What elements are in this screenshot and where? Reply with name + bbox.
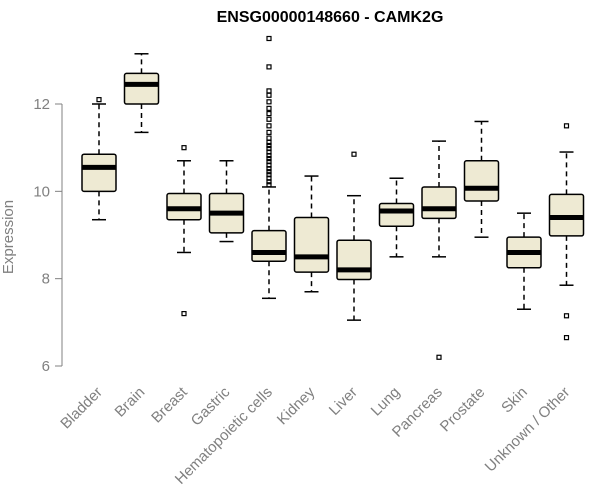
outlier-point [266,172,272,178]
outlier-point [181,145,187,151]
box-liver [336,151,372,321]
y-tick-label: 6 [42,358,50,375]
iqr-box [421,186,457,220]
outlier-point [563,313,570,319]
outlier-point [266,155,272,162]
outlier-point [266,64,272,70]
outlier-point [266,123,272,129]
outlier-point [266,142,272,149]
outlier-point [266,116,272,122]
iqr-box [123,72,160,105]
chart-title: ENSG00000148660 - CAMK2G [217,9,444,26]
x-tick-label: Skin [498,384,531,417]
outlier-point [436,354,442,360]
outlier-point [266,182,272,188]
box-hematopoietic-cells [251,35,287,300]
box-brain [123,53,160,134]
iqr-box [81,153,117,193]
box-kidney [293,175,330,293]
x-tick-label: Liver [326,384,361,419]
box-gastric [208,160,245,243]
y-tick-label: 10 [33,183,50,200]
iqr-box [378,202,415,228]
outlier-point [96,97,102,103]
x-tick-label: Brain [112,384,149,421]
outlier-point [351,151,357,157]
outlier-point [266,35,272,42]
outlier-point [266,111,272,117]
outlier-point [563,123,570,129]
y-tick-label: 8 [42,271,50,288]
box-lung [378,177,415,258]
y-tick-label: 12 [33,96,50,113]
x-tick-label: Prostate [437,384,489,436]
x-tick-label: Bladder [57,384,106,433]
outlier-point [181,311,187,317]
x-tick-label: Kidney [274,383,319,428]
outlier-point [266,169,272,175]
iqr-box [336,239,372,281]
outlier-point [266,129,272,135]
outlier-point [266,88,272,94]
x-tick-label: Lung [368,384,404,420]
box-breast [166,145,202,317]
outlier-point [563,335,570,341]
outlier-point [266,135,272,141]
iqr-box [293,216,330,273]
box-skin [506,212,542,310]
outlier-point [266,145,272,152]
iqr-box [251,229,287,262]
box-bladder [81,97,117,221]
outlier-point [266,92,272,98]
outlier-point [266,99,272,105]
y-axis: 6 8 10 12 [33,96,63,375]
outlier-point [266,159,272,165]
box-prostate [463,120,500,238]
outlier-point [266,105,272,111]
y-axis-label: Expression [0,200,17,274]
iqr-box [463,160,500,202]
x-tick-label: Breast [148,383,191,426]
box-unknown-other [548,123,585,341]
box-series [81,35,585,360]
box-pancreas [421,140,457,360]
